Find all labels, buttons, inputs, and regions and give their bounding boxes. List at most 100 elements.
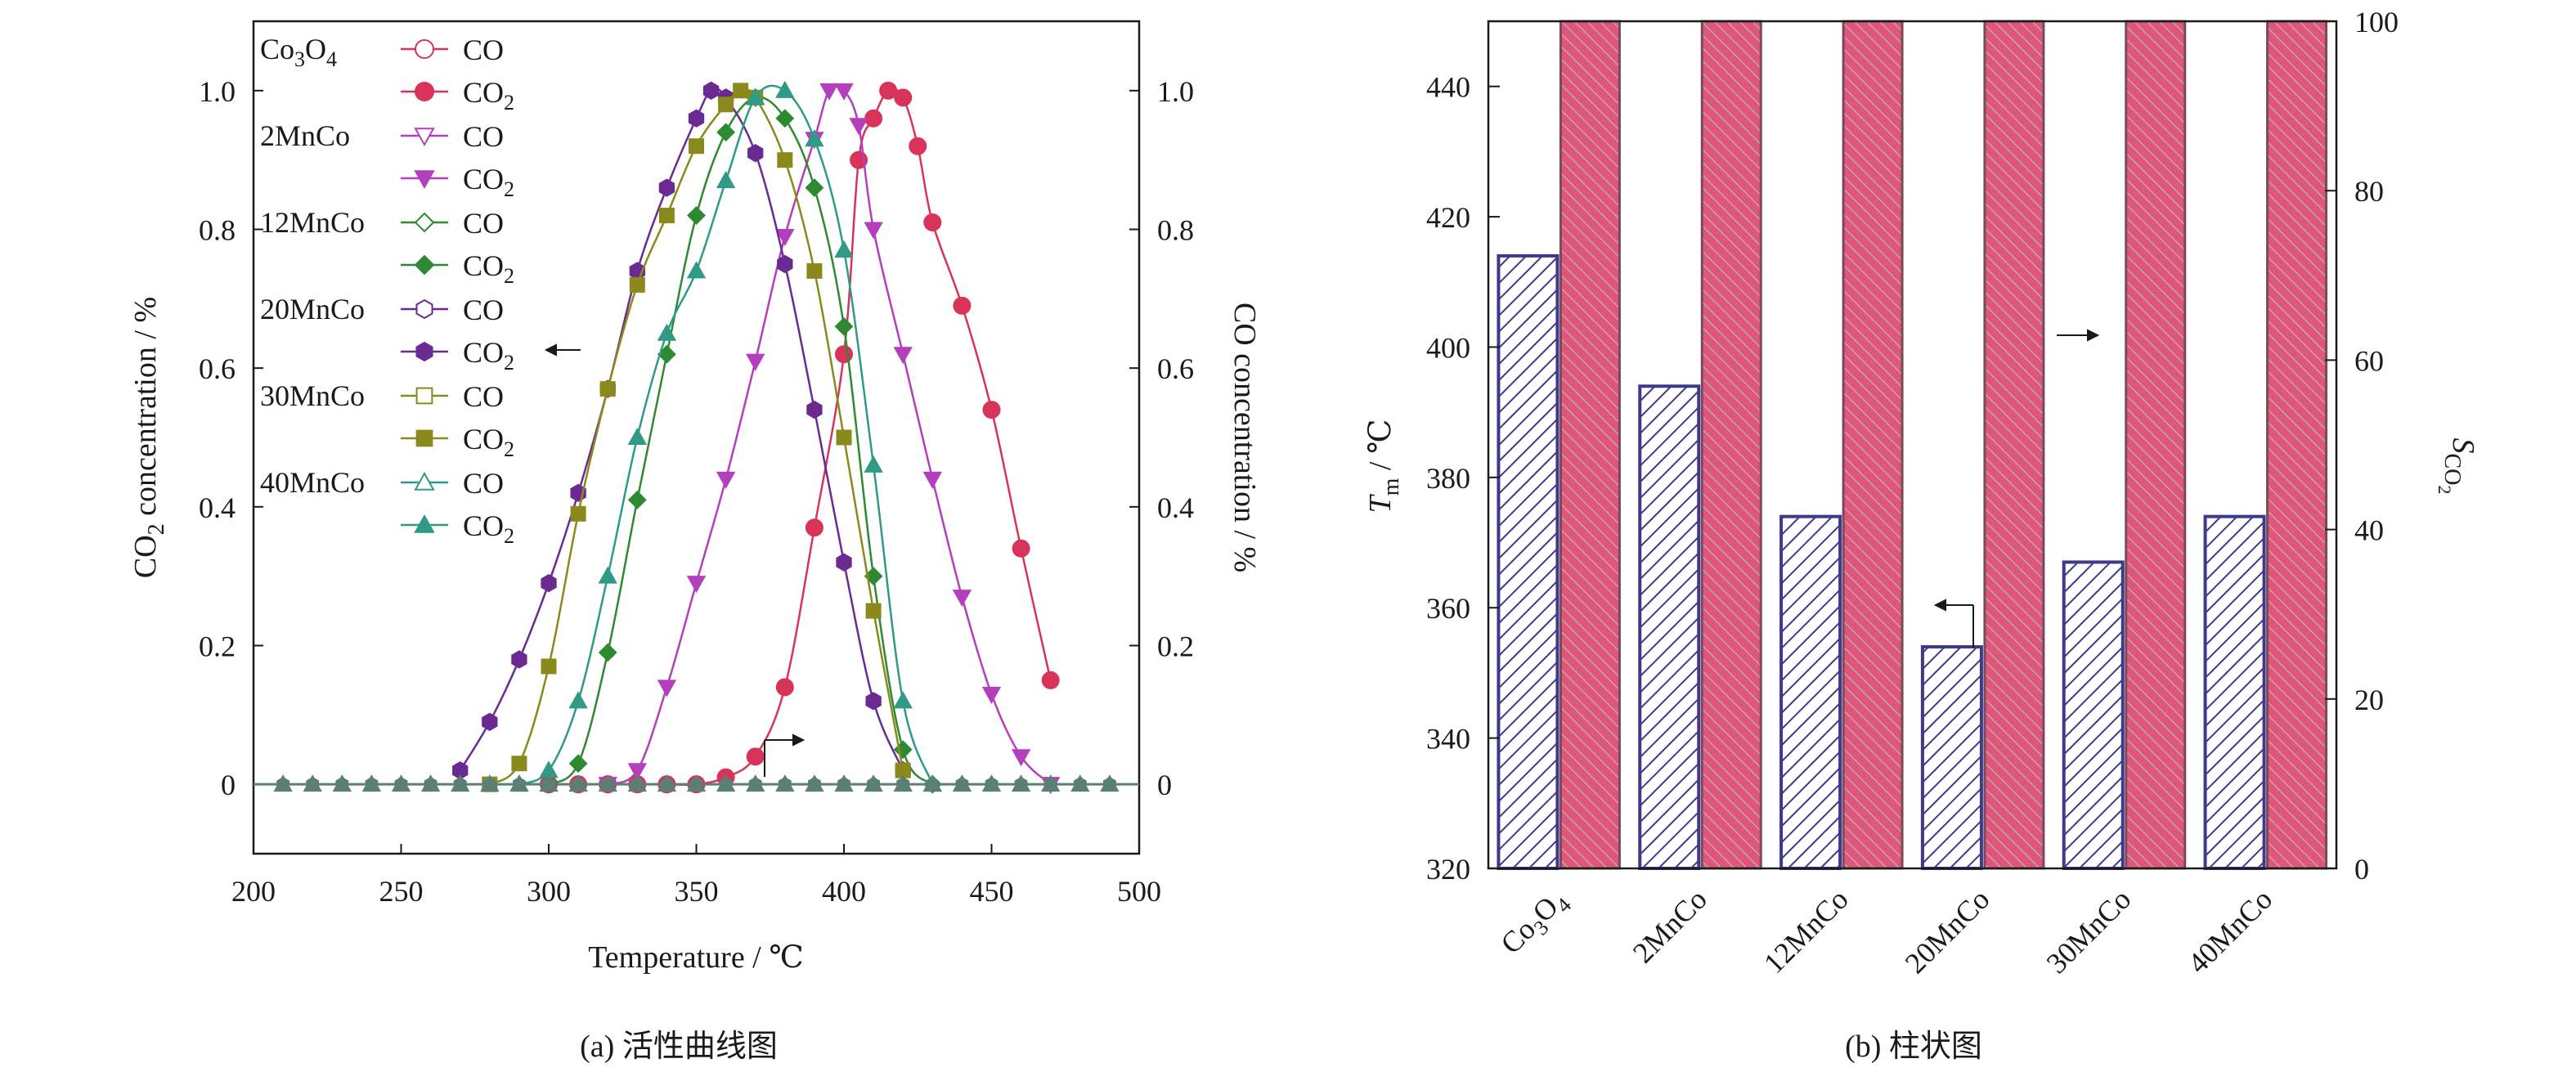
data-point — [658, 208, 675, 224]
data-point — [819, 83, 839, 101]
category-label: 12MnCo — [1757, 882, 1855, 980]
data-point — [568, 691, 588, 709]
y-axis-ticks-right: 0 0.2 0.4 0.6 0.8 1.0 — [1129, 75, 1194, 801]
y-tick-label-right: 60 — [2354, 344, 2384, 377]
legend-marker — [415, 429, 433, 447]
data-point — [747, 144, 764, 163]
y-tick-label-right: 0.6 — [1157, 352, 1194, 385]
series-line-40MnCo — [518, 84, 934, 786]
data-point — [627, 427, 647, 445]
data-point — [865, 692, 882, 711]
y-tick-label: 360 — [1426, 592, 1470, 625]
data-point — [511, 650, 527, 669]
legend-marker — [414, 212, 435, 233]
data-point — [834, 240, 854, 258]
legend-group-label: 2MnCo — [260, 119, 350, 152]
data-point — [805, 129, 824, 147]
y-tick-label: 0.8 — [199, 214, 236, 247]
y-tick-label: 380 — [1426, 462, 1470, 495]
data-point — [777, 152, 793, 168]
legend-entry-label: CO — [463, 380, 504, 413]
co-baseline-point — [985, 777, 999, 792]
y-tick-label-right: 1.0 — [1157, 75, 1194, 108]
legend-entry-label: CO2 — [463, 423, 514, 461]
co-baseline-point — [807, 777, 821, 792]
data-point — [687, 206, 706, 225]
data-point — [716, 471, 736, 489]
data-point — [775, 228, 795, 247]
category-label: 40MnCo — [2181, 882, 2278, 980]
co-baseline-point — [837, 777, 850, 792]
y-tick-label-right: 0 — [2354, 853, 2369, 886]
y-axis-ticks-right-bar: 0 20 40 60 80 100 — [2325, 6, 2399, 886]
co-baseline-point — [867, 777, 881, 792]
data-point — [746, 353, 765, 371]
y-left-main: CO — [128, 535, 163, 578]
bar-tm — [1497, 253, 1560, 870]
tm-main: T — [1363, 494, 1398, 514]
data-point — [598, 566, 617, 584]
co-baseline-point — [276, 777, 290, 792]
caption-right: (b) 柱状图 — [1845, 1029, 1982, 1064]
co-baseline-point — [601, 777, 615, 792]
data-point — [689, 138, 704, 155]
legend-marker — [415, 341, 433, 362]
legend-entry-sub: 2 — [504, 437, 514, 461]
legend-entry-label: CO2 — [463, 163, 514, 201]
legend-entry-label: CO — [463, 207, 504, 240]
legend-entry-label: CO — [463, 467, 504, 500]
data-point — [952, 590, 972, 608]
data-point — [894, 88, 913, 107]
data-point — [1011, 749, 1031, 767]
series-line-12MnCo — [548, 96, 934, 786]
bar-tm — [1920, 645, 1983, 870]
legend-entry-label: CO2 — [463, 336, 514, 375]
legend-entry-main: CO — [463, 76, 504, 109]
data-point — [806, 262, 823, 279]
data-point — [716, 171, 736, 189]
co-baseline-point — [306, 777, 320, 792]
legend-entry-sub: 2 — [504, 524, 514, 548]
legend-marker — [414, 128, 435, 147]
legend-entry-main: CO — [463, 34, 504, 66]
tm-rest: / ℃ — [1363, 419, 1398, 478]
y-left-rest: concentration / % — [128, 297, 163, 524]
y-tick-label: 0 — [221, 769, 236, 801]
legend-group-mid: O — [305, 33, 326, 65]
co-axis-arrow — [764, 733, 806, 777]
legend-entry-sub: 2 — [504, 264, 514, 288]
legend-group-label: 40MnCo — [260, 466, 365, 499]
y-tick-label: 420 — [1426, 201, 1470, 234]
data-point — [879, 81, 898, 100]
data-point — [657, 323, 677, 341]
y-tick-label-right: 20 — [2354, 684, 2384, 716]
data-point — [922, 471, 942, 489]
x-axis-ticks: 200 250 300 350 400 450 500 — [231, 844, 1161, 908]
x-tick-label: 350 — [675, 875, 719, 908]
data-point — [834, 83, 854, 101]
data-point — [805, 178, 824, 198]
category-labels: Co3O4 2MnCo 12MnCo 20MnCo 30MnCo 40MnCo — [1494, 882, 2278, 980]
data-point — [775, 109, 795, 128]
legend-marker — [415, 82, 434, 101]
legend-group-label: 12MnCo — [260, 206, 365, 239]
co-baseline-point — [424, 777, 438, 792]
data-point — [865, 603, 882, 619]
y-axis-title-right-bar: SCO2 — [2435, 438, 2480, 495]
legend-entry-main: CO — [463, 163, 504, 195]
data-point — [541, 573, 557, 593]
tm-axis-arrow — [1933, 599, 1974, 648]
legend-entry-label: CO2 — [463, 249, 514, 288]
legend-group-main: Co — [260, 33, 294, 65]
legend-marker — [415, 298, 433, 320]
legend-entry-main: CO — [463, 120, 504, 153]
legend-entry-sub: 2 — [504, 177, 514, 201]
co-baseline-point — [1043, 777, 1057, 792]
co2-axis-arrow — [544, 343, 581, 357]
legend-entry-main: CO — [463, 294, 504, 326]
bar-sco2 — [1983, 20, 2045, 870]
data-point — [629, 276, 645, 293]
legend-marker — [414, 514, 435, 533]
